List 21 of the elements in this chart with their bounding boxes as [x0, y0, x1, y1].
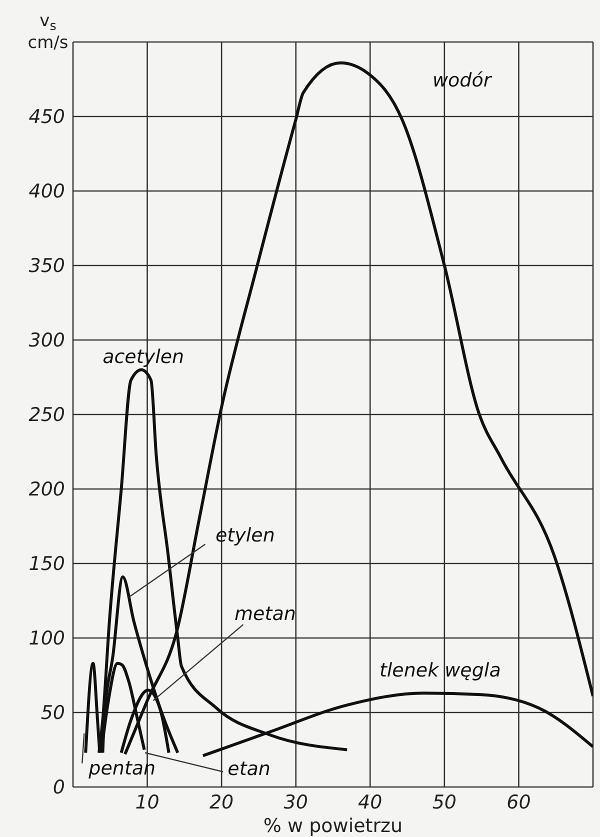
x-tick-label: 30 — [284, 791, 308, 814]
x-tick-label: 20 — [209, 791, 234, 814]
y-tick-label: 200 — [28, 478, 65, 501]
y-tick-label: 400 — [28, 180, 65, 203]
y-tick-label: 250 — [28, 404, 65, 426]
y-tick-label: 300 — [28, 330, 65, 352]
y-axis-title: v$_{s}$ cm/s — [28, 11, 68, 53]
annotation: etan — [228, 758, 270, 780]
y-tick-label: 0 — [52, 776, 65, 799]
annotation: metan — [234, 602, 296, 625]
y-tick-label: 350 — [28, 255, 65, 278]
x-tick-label: 40 — [358, 791, 382, 814]
y-tick-label: 50 — [40, 702, 65, 724]
x-tick-label: 60 — [506, 791, 531, 814]
y-tick-label: 100 — [28, 628, 65, 650]
annotation: tlenek węgla — [379, 659, 501, 682]
y-tick-label: 450 — [28, 106, 65, 128]
x-tick-label: 50 — [432, 791, 457, 814]
y-tick-label: 150 — [28, 553, 65, 576]
x-tick-label: 10 — [135, 791, 160, 814]
x-axis-title: % w powietrzu — [263, 815, 403, 837]
